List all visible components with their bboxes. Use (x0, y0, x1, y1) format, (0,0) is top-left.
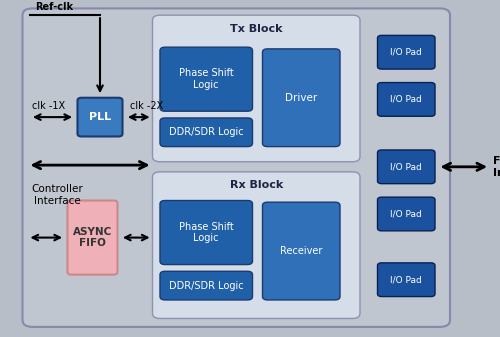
Text: I/O Pad: I/O Pad (390, 162, 422, 171)
Text: Controller
Interface: Controller Interface (32, 184, 84, 206)
FancyBboxPatch shape (378, 35, 435, 69)
FancyBboxPatch shape (78, 98, 122, 136)
FancyBboxPatch shape (152, 15, 360, 162)
Text: Rx Block: Rx Block (230, 180, 283, 190)
FancyBboxPatch shape (68, 201, 117, 275)
Text: Phase Shift
Logic: Phase Shift Logic (179, 68, 234, 90)
FancyBboxPatch shape (378, 83, 435, 116)
FancyBboxPatch shape (160, 47, 252, 111)
FancyBboxPatch shape (160, 271, 252, 300)
Text: Receiver: Receiver (280, 246, 322, 256)
Text: I/O Pad: I/O Pad (390, 95, 422, 104)
Text: clk -1X: clk -1X (32, 101, 66, 111)
FancyBboxPatch shape (378, 263, 435, 297)
Text: PLL: PLL (89, 112, 111, 122)
FancyBboxPatch shape (262, 49, 340, 147)
FancyBboxPatch shape (160, 201, 252, 265)
Text: Driver: Driver (285, 93, 318, 103)
Text: Flash
Interface: Flash Interface (492, 156, 500, 178)
FancyBboxPatch shape (152, 172, 360, 318)
Text: DDR/SDR Logic: DDR/SDR Logic (169, 281, 244, 290)
Text: I/O Pad: I/O Pad (390, 210, 422, 218)
Text: I/O Pad: I/O Pad (390, 48, 422, 57)
Text: DDR/SDR Logic: DDR/SDR Logic (169, 127, 244, 137)
FancyBboxPatch shape (22, 8, 450, 327)
Text: Ref-clk: Ref-clk (35, 2, 73, 12)
FancyBboxPatch shape (160, 118, 252, 147)
Text: clk -2X: clk -2X (130, 101, 163, 111)
Text: I/O Pad: I/O Pad (390, 275, 422, 284)
FancyBboxPatch shape (378, 197, 435, 231)
Text: ASYNC
FIFO: ASYNC FIFO (73, 227, 112, 248)
Text: Phase Shift
Logic: Phase Shift Logic (179, 222, 234, 243)
Text: Tx Block: Tx Block (230, 24, 282, 34)
FancyBboxPatch shape (262, 202, 340, 300)
FancyBboxPatch shape (378, 150, 435, 184)
